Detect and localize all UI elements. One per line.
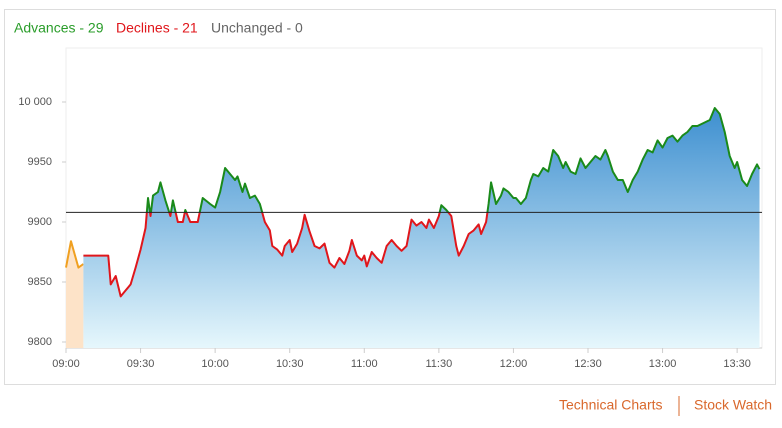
line [65,240,84,269]
advances: Advances - 29 [14,20,104,36]
x-tick-label: 11:30 [425,358,452,370]
y-tick-label: 9800 [28,336,52,348]
stock-watch-link[interactable]: Stock Watch [694,397,772,413]
area [83,108,760,348]
declines: Declines - 21 [116,20,198,36]
x-tick-label: 10:00 [201,358,229,370]
y-tick-label: 10 000 [18,96,52,108]
x-tick-label: 12:30 [574,358,602,370]
x-tick-label: 11:00 [351,358,378,370]
unchanged: Unchanged - 0 [211,20,303,36]
y-tick-label: 9900 [28,216,52,228]
technical-charts-link[interactable]: Technical Charts [559,397,663,413]
x-tick-label: 13:30 [723,358,751,370]
y-tick-label: 9850 [28,276,52,288]
line [83,107,761,298]
y-tick-label: 9950 [28,156,52,168]
x-tick-label: 09:30 [127,358,155,370]
x-tick-label: 09:00 [52,358,80,370]
x-tick-label: 10:30 [276,358,304,370]
x-tick-label: 13:00 [649,358,677,370]
panel [4,9,776,385]
x-tick-label: 12:00 [500,358,528,370]
